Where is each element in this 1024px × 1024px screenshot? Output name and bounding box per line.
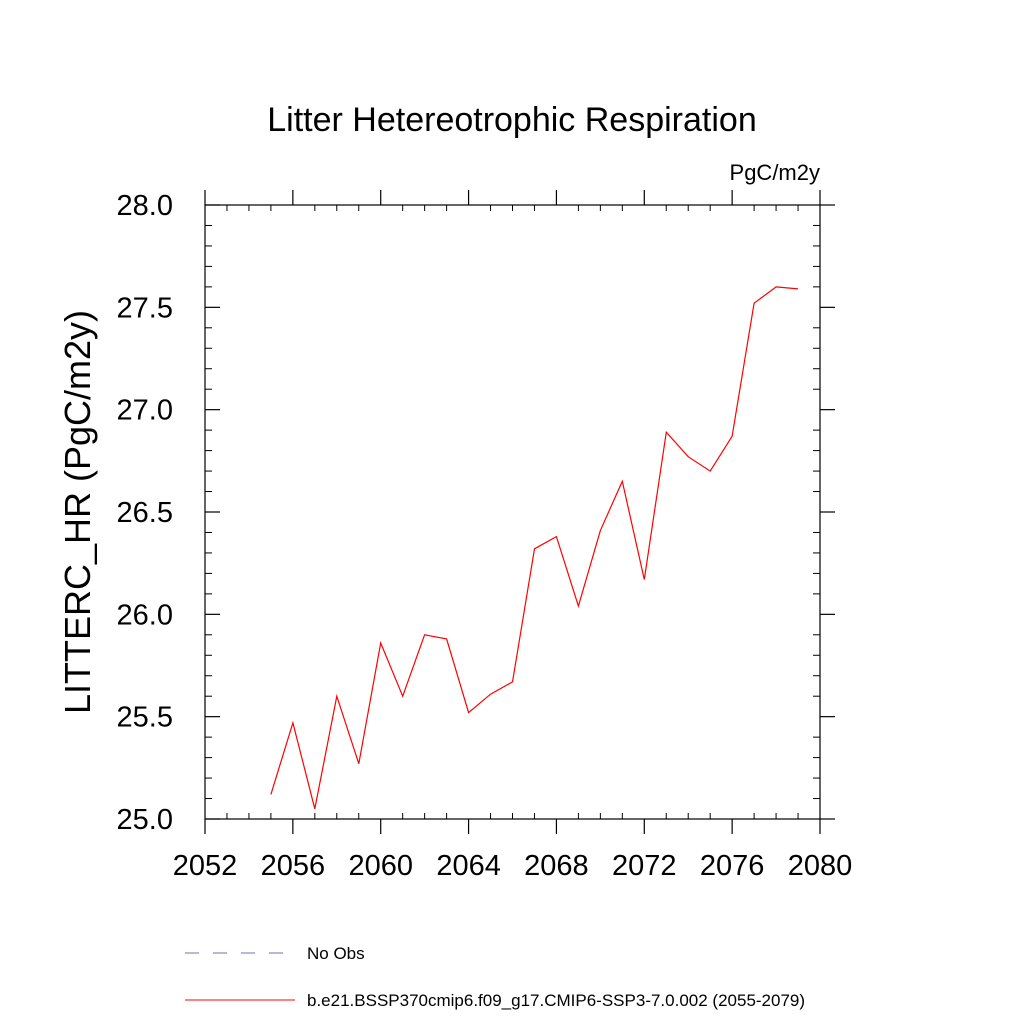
legend-label-no-obs: No Obs xyxy=(307,944,365,963)
x-tick-labels: 2052 2056 2060 2064 2068 2072 2076 2080 xyxy=(173,850,853,882)
legend: No Obs b.e21.BSSP370cmip6.f09_g17.CMIP6-… xyxy=(185,944,805,1010)
legend-label-model: b.e21.BSSP370cmip6.f09_g17.CMIP6-SSP3-7.… xyxy=(307,991,805,1010)
chart-title: Litter Hetereotrophic Respiration xyxy=(267,101,756,139)
y-tick-label: 26.0 xyxy=(117,599,173,631)
x-tick-label: 2052 xyxy=(173,850,238,882)
x-tick-label: 2076 xyxy=(700,850,765,882)
x-tick-label: 2080 xyxy=(788,850,853,882)
x-tick-label: 2056 xyxy=(261,850,326,882)
x-tick-label: 2072 xyxy=(612,850,677,882)
x-tick-label: 2064 xyxy=(436,850,501,882)
x-tick-label: 2068 xyxy=(524,850,589,882)
y-tick-labels: 25.0 25.5 26.0 26.5 27.0 27.5 28.0 xyxy=(117,190,173,836)
y-tick-label: 27.0 xyxy=(117,395,173,427)
plot-frame xyxy=(204,204,821,820)
series-line-0 xyxy=(270,286,799,809)
series-lines xyxy=(270,286,799,809)
y-tick-label: 25.0 xyxy=(117,804,173,836)
y-tick-label: 27.5 xyxy=(117,292,173,324)
y-axis-label: LITTERC_HR (PgC/m2y) xyxy=(57,310,98,714)
x-tick-label: 2060 xyxy=(348,850,413,882)
y-tick-label: 25.5 xyxy=(117,702,173,734)
axis-ticks xyxy=(204,190,835,834)
y-tick-label: 26.5 xyxy=(117,497,173,529)
units-label: PgC/m2y xyxy=(730,160,820,185)
y-tick-label: 28.0 xyxy=(117,190,173,222)
